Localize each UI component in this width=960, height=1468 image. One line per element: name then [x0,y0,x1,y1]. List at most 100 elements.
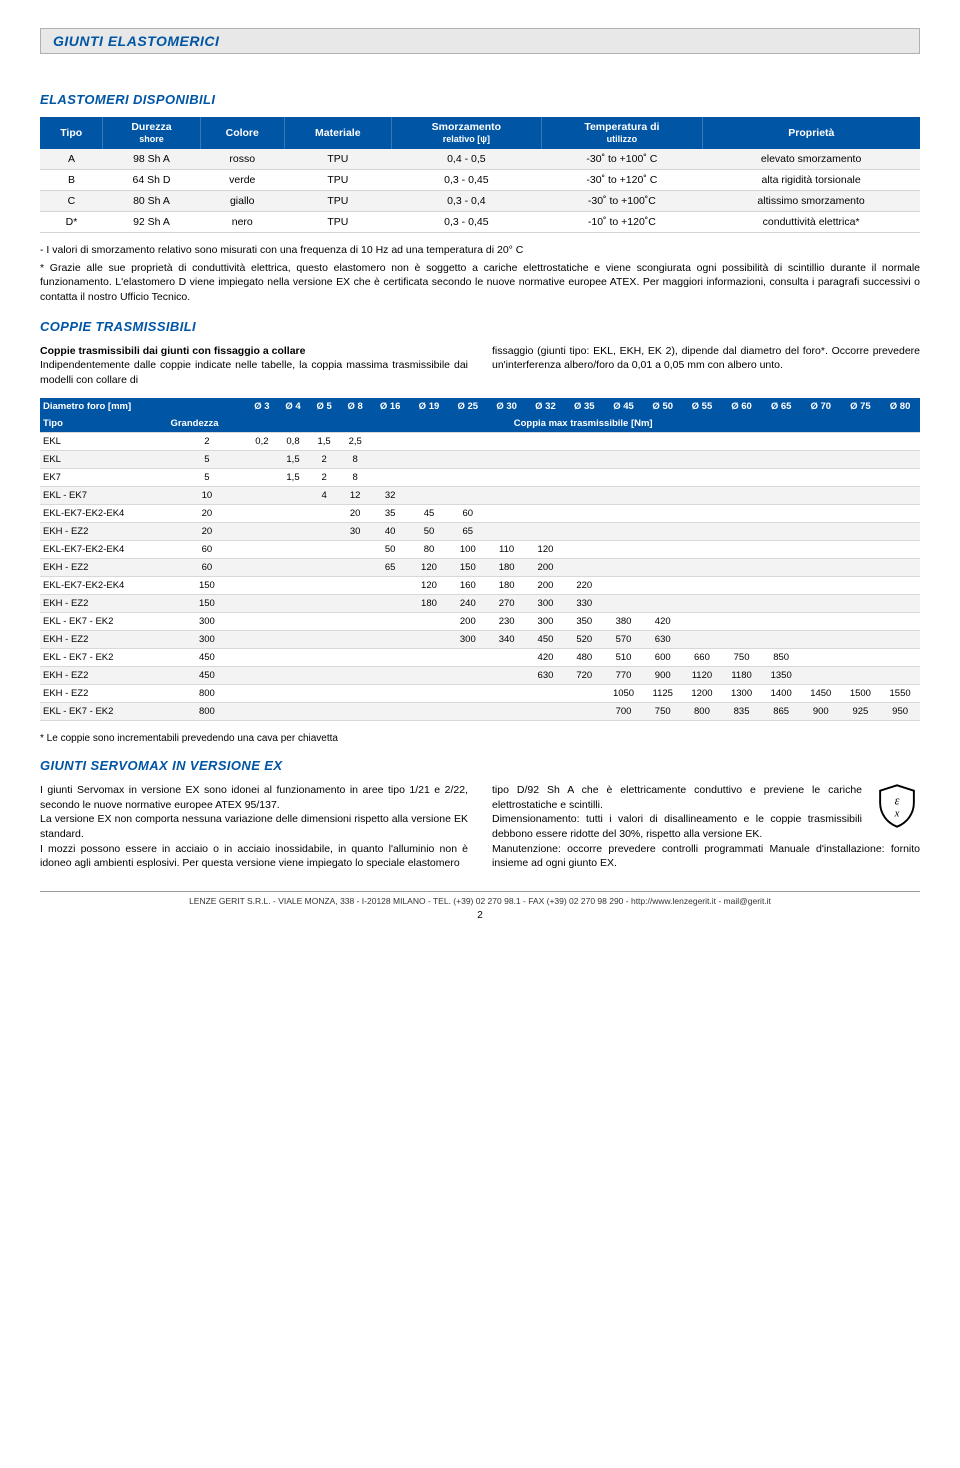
section3-body: I giunti Servomax in versione EX sono id… [40,783,920,871]
torque-cell [371,612,410,630]
torque-cell: 750 [643,702,682,720]
torque-cell: 800 [682,702,722,720]
torque-cell [682,504,722,522]
torque-cell [340,666,371,684]
table-cell: TPU [284,191,391,212]
torque-cell: 2 [309,450,340,468]
torque-cell [761,486,801,504]
table-cell: -30˚ to +120˚ C [542,170,703,191]
torque-cell [410,684,449,702]
row-type: EKH - EZ2 [40,594,167,612]
row-type: EKH - EZ2 [40,630,167,648]
torque-cell: 1120 [682,666,722,684]
torque-cell [801,558,841,576]
elastomers-table: Tipo Durezzashore Colore Materiale Smorz… [40,117,920,233]
torque-cell [371,594,410,612]
torque-cell [643,504,682,522]
torque-cell [682,630,722,648]
row-type: EKH - EZ2 [40,558,167,576]
torque-cell [277,558,308,576]
torque-cell [682,558,722,576]
torque-cell: 420 [643,612,682,630]
torque-cell [487,702,526,720]
torque-cell: 8 [340,468,371,486]
row-type: EKL - EK7 - EK2 [40,702,167,720]
section1-title: ELASTOMERI DISPONIBILI [40,92,920,107]
table-cell: D* [40,212,103,233]
torque-cell [371,450,410,468]
table-cell: 0,3 - 0,45 [391,212,541,233]
torque-cell [682,540,722,558]
torque-cell [309,540,340,558]
torque-cell [643,450,682,468]
torque-cell [841,558,881,576]
col-temp: Temperatura diutilizzo [542,117,703,149]
torque-cell: 40 [371,522,410,540]
row-type: EKL - EK7 [40,486,167,504]
torque-cell [761,450,801,468]
torque-cell [801,540,841,558]
torque-cell [371,576,410,594]
torque-cell: 180 [410,594,449,612]
s3-r1: tipo D/92 Sh A che è elettricamente cond… [492,783,920,812]
torque-cell [801,630,841,648]
torque-cell [487,522,526,540]
table-cell: 0,3 - 0,45 [391,170,541,191]
col-diameter: Ø 35 [565,398,604,415]
torque-cell: 720 [565,666,604,684]
row-size: 5 [167,450,246,468]
row-size: 450 [167,666,246,684]
table-cell: 64 Sh D [103,170,200,191]
torque-cell [880,468,920,486]
torque-cell [526,468,565,486]
torque-cell: 0,2 [246,432,277,450]
table-cell: verde [200,170,284,191]
torque-cell [277,666,308,684]
row-size: 60 [167,558,246,576]
torque-cell [841,648,881,666]
torque-cell: 380 [604,612,644,630]
torque-cell [841,504,881,522]
torque-cell [801,486,841,504]
torque-cell [841,666,881,684]
torque-cell: 150 [448,558,487,576]
torque-cell: 0,8 [277,432,308,450]
torque-cell: 1500 [841,684,881,702]
footer: LENZE GERIT S.R.L. - VIALE MONZA, 338 - … [40,891,920,906]
torque-cell [841,486,881,504]
torque-cell [246,522,277,540]
row-type: EKL - EK7 - EK2 [40,612,167,630]
torque-cell [761,594,801,612]
torque-cell [246,630,277,648]
torque-cell [309,522,340,540]
torque-cell: 700 [604,702,644,720]
row-size: 150 [167,594,246,612]
torque-cell: 300 [526,612,565,630]
torque-cell [246,612,277,630]
table-cell: A [40,149,103,170]
torque-cell [761,558,801,576]
torque-cell: 32 [371,486,410,504]
torque-cell [487,450,526,468]
torque-cell [722,612,762,630]
torque-cell: 35 [371,504,410,522]
torque-cell [801,504,841,522]
torque-cell: 1,5 [277,450,308,468]
torque-cell [880,576,920,594]
torque-cell: 1,5 [277,468,308,486]
torque-cell [246,486,277,504]
torque-cell [487,684,526,702]
col-materiale: Materiale [284,117,391,149]
torque-cell: 2,5 [340,432,371,450]
torque-cell: 220 [565,576,604,594]
torque-cell [371,648,410,666]
row-size: 800 [167,702,246,720]
torque-cell: 160 [448,576,487,594]
page-title: GIUNTI ELASTOMERICI [53,33,907,49]
torque-cell [722,522,762,540]
torque-cell: 45 [410,504,449,522]
torque-cell [487,648,526,666]
torque-cell [880,558,920,576]
torque-cell: 120 [526,540,565,558]
torque-cell [841,612,881,630]
